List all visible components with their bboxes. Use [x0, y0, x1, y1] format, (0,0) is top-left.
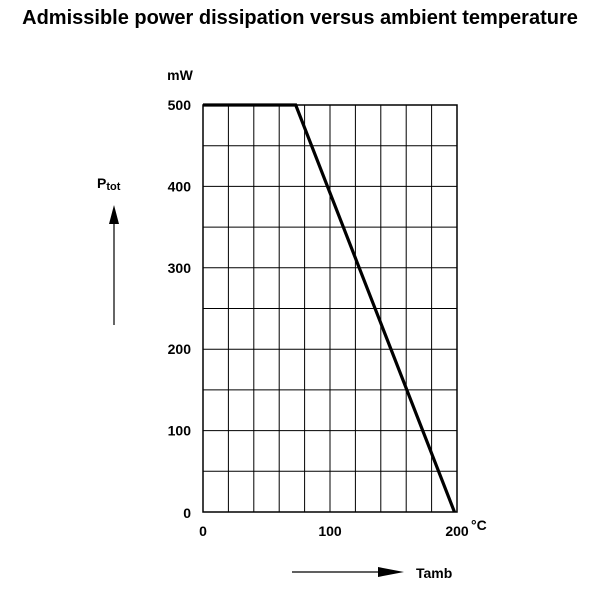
y-axis-label: Ptot — [97, 175, 121, 193]
x-tick-label-100: 100 — [318, 523, 342, 539]
y-axis-label-sub: tot — [106, 181, 120, 193]
x-unit-label: °C — [471, 517, 487, 533]
y-axis-arrow-head — [109, 205, 119, 224]
plot-frame — [202, 104, 458, 513]
y-tick-label-300: 300 — [168, 260, 192, 276]
y-tick-label-500: 500 — [168, 97, 192, 113]
y-unit-label: mW — [167, 67, 193, 83]
y-tick-label-100: 100 — [168, 423, 192, 439]
chart-title: Admissible power dissipation versus ambi… — [22, 7, 578, 29]
y-tick-label-400: 400 — [168, 178, 192, 194]
x-axis-label: Tamb — [416, 565, 452, 581]
series-line-0 — [203, 103, 456, 513]
x-axis-arrow-head — [378, 567, 404, 577]
x-tick-label-200: 200 — [445, 523, 469, 539]
y-tick-label-0: 0 — [183, 505, 191, 521]
y-axis-label-main: P — [97, 175, 106, 191]
x-tick-label-0: 0 — [199, 523, 207, 539]
y-tick-label-200: 200 — [168, 341, 192, 357]
